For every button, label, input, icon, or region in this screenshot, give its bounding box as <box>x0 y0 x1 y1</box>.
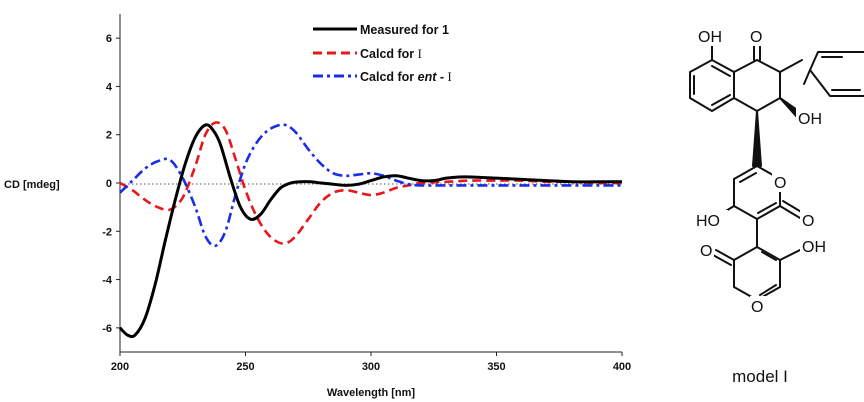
legend-ent-prefix: Calcd for <box>360 70 418 84</box>
legend-ent-roman: I <box>448 70 452 84</box>
y-tick-label: -2 <box>102 226 112 238</box>
y-axis-ticks: -6 -4 -2 0 2 4 6 <box>102 33 120 335</box>
molecule-labels: OH O OH O HO O O OH O model I <box>696 26 830 386</box>
x-tick-label: 250 <box>236 361 254 373</box>
legend-calcd-prefix: Calcd for <box>360 47 418 61</box>
x-tick-label: 300 <box>362 361 380 373</box>
wedge-bond-pyrone <box>752 110 762 167</box>
legend-label-measured: Measured for 1 <box>360 23 449 37</box>
legend-ent-suffix: - <box>436 70 447 84</box>
lactone-co-2b <box>712 254 732 266</box>
y-axis-title: CD [mdeg] <box>4 179 60 191</box>
label-oh-top-left: OH <box>698 29 722 46</box>
label-lactone-o1: O <box>802 213 814 230</box>
y-tick-label: 2 <box>106 130 112 142</box>
x-tick-label: 200 <box>111 361 129 373</box>
lactone-co-1 <box>779 205 801 219</box>
label-lactone-o2: O <box>700 243 712 260</box>
series-calcd-i <box>119 121 623 245</box>
lactone-co-2 <box>715 249 735 261</box>
series-measured <box>118 123 622 339</box>
label-ho-left: HO <box>696 213 720 230</box>
cd-spectrum-chart: -6 -4 -2 0 2 4 6 200 250 300 350 400 CD [mdeg] Wav… <box>4 14 631 399</box>
legend-item-ent: Calcd for ent - I <box>313 70 452 84</box>
legend-ent-italic: ent <box>418 70 438 84</box>
label-oh-mid: OH <box>798 111 822 128</box>
pyrone-ring-1 <box>733 165 781 220</box>
label-ring-o2: O <box>751 299 763 316</box>
y-tick-label: -4 <box>102 275 113 287</box>
legend-label-ent: Calcd for ent - I <box>360 70 452 84</box>
legend-label-calcd: Calcd for I <box>360 47 422 61</box>
bond-oh-2 <box>779 249 801 261</box>
x-tick-label: 350 <box>487 361 505 373</box>
legend: Measured for 1 Calcd for I Calcd for ent… <box>313 23 452 84</box>
label-ketone-o: O <box>750 29 762 46</box>
lactone-co-1b <box>782 200 804 214</box>
legend-item-measured: Measured for 1 <box>313 23 449 37</box>
molecule-structure <box>689 43 864 301</box>
y-tick-label: 0 <box>106 178 112 190</box>
legend-calcd-roman: I <box>418 47 422 61</box>
y-tick-label: -6 <box>102 323 112 335</box>
series-calcd-ent-i <box>119 123 623 248</box>
x-axis-ticks: 200 250 300 350 400 <box>111 352 631 373</box>
label-oh-right: OH <box>802 239 826 256</box>
ring-b <box>733 59 781 112</box>
y-tick-label: 4 <box>106 81 113 93</box>
y-tick-label: 6 <box>106 33 112 45</box>
molecule-caption: model I <box>732 367 788 386</box>
series-layer <box>118 121 623 339</box>
phenyl-ring <box>779 51 864 97</box>
legend-item-calcd: Calcd for I <box>313 47 422 61</box>
x-tick-label: 400 <box>613 361 631 373</box>
aromatic-ring-a <box>689 59 735 112</box>
label-ring-o: O <box>774 175 786 192</box>
pyrone-ring-2 <box>733 246 781 301</box>
x-axis-title: Wavelength [nm] <box>327 387 416 399</box>
